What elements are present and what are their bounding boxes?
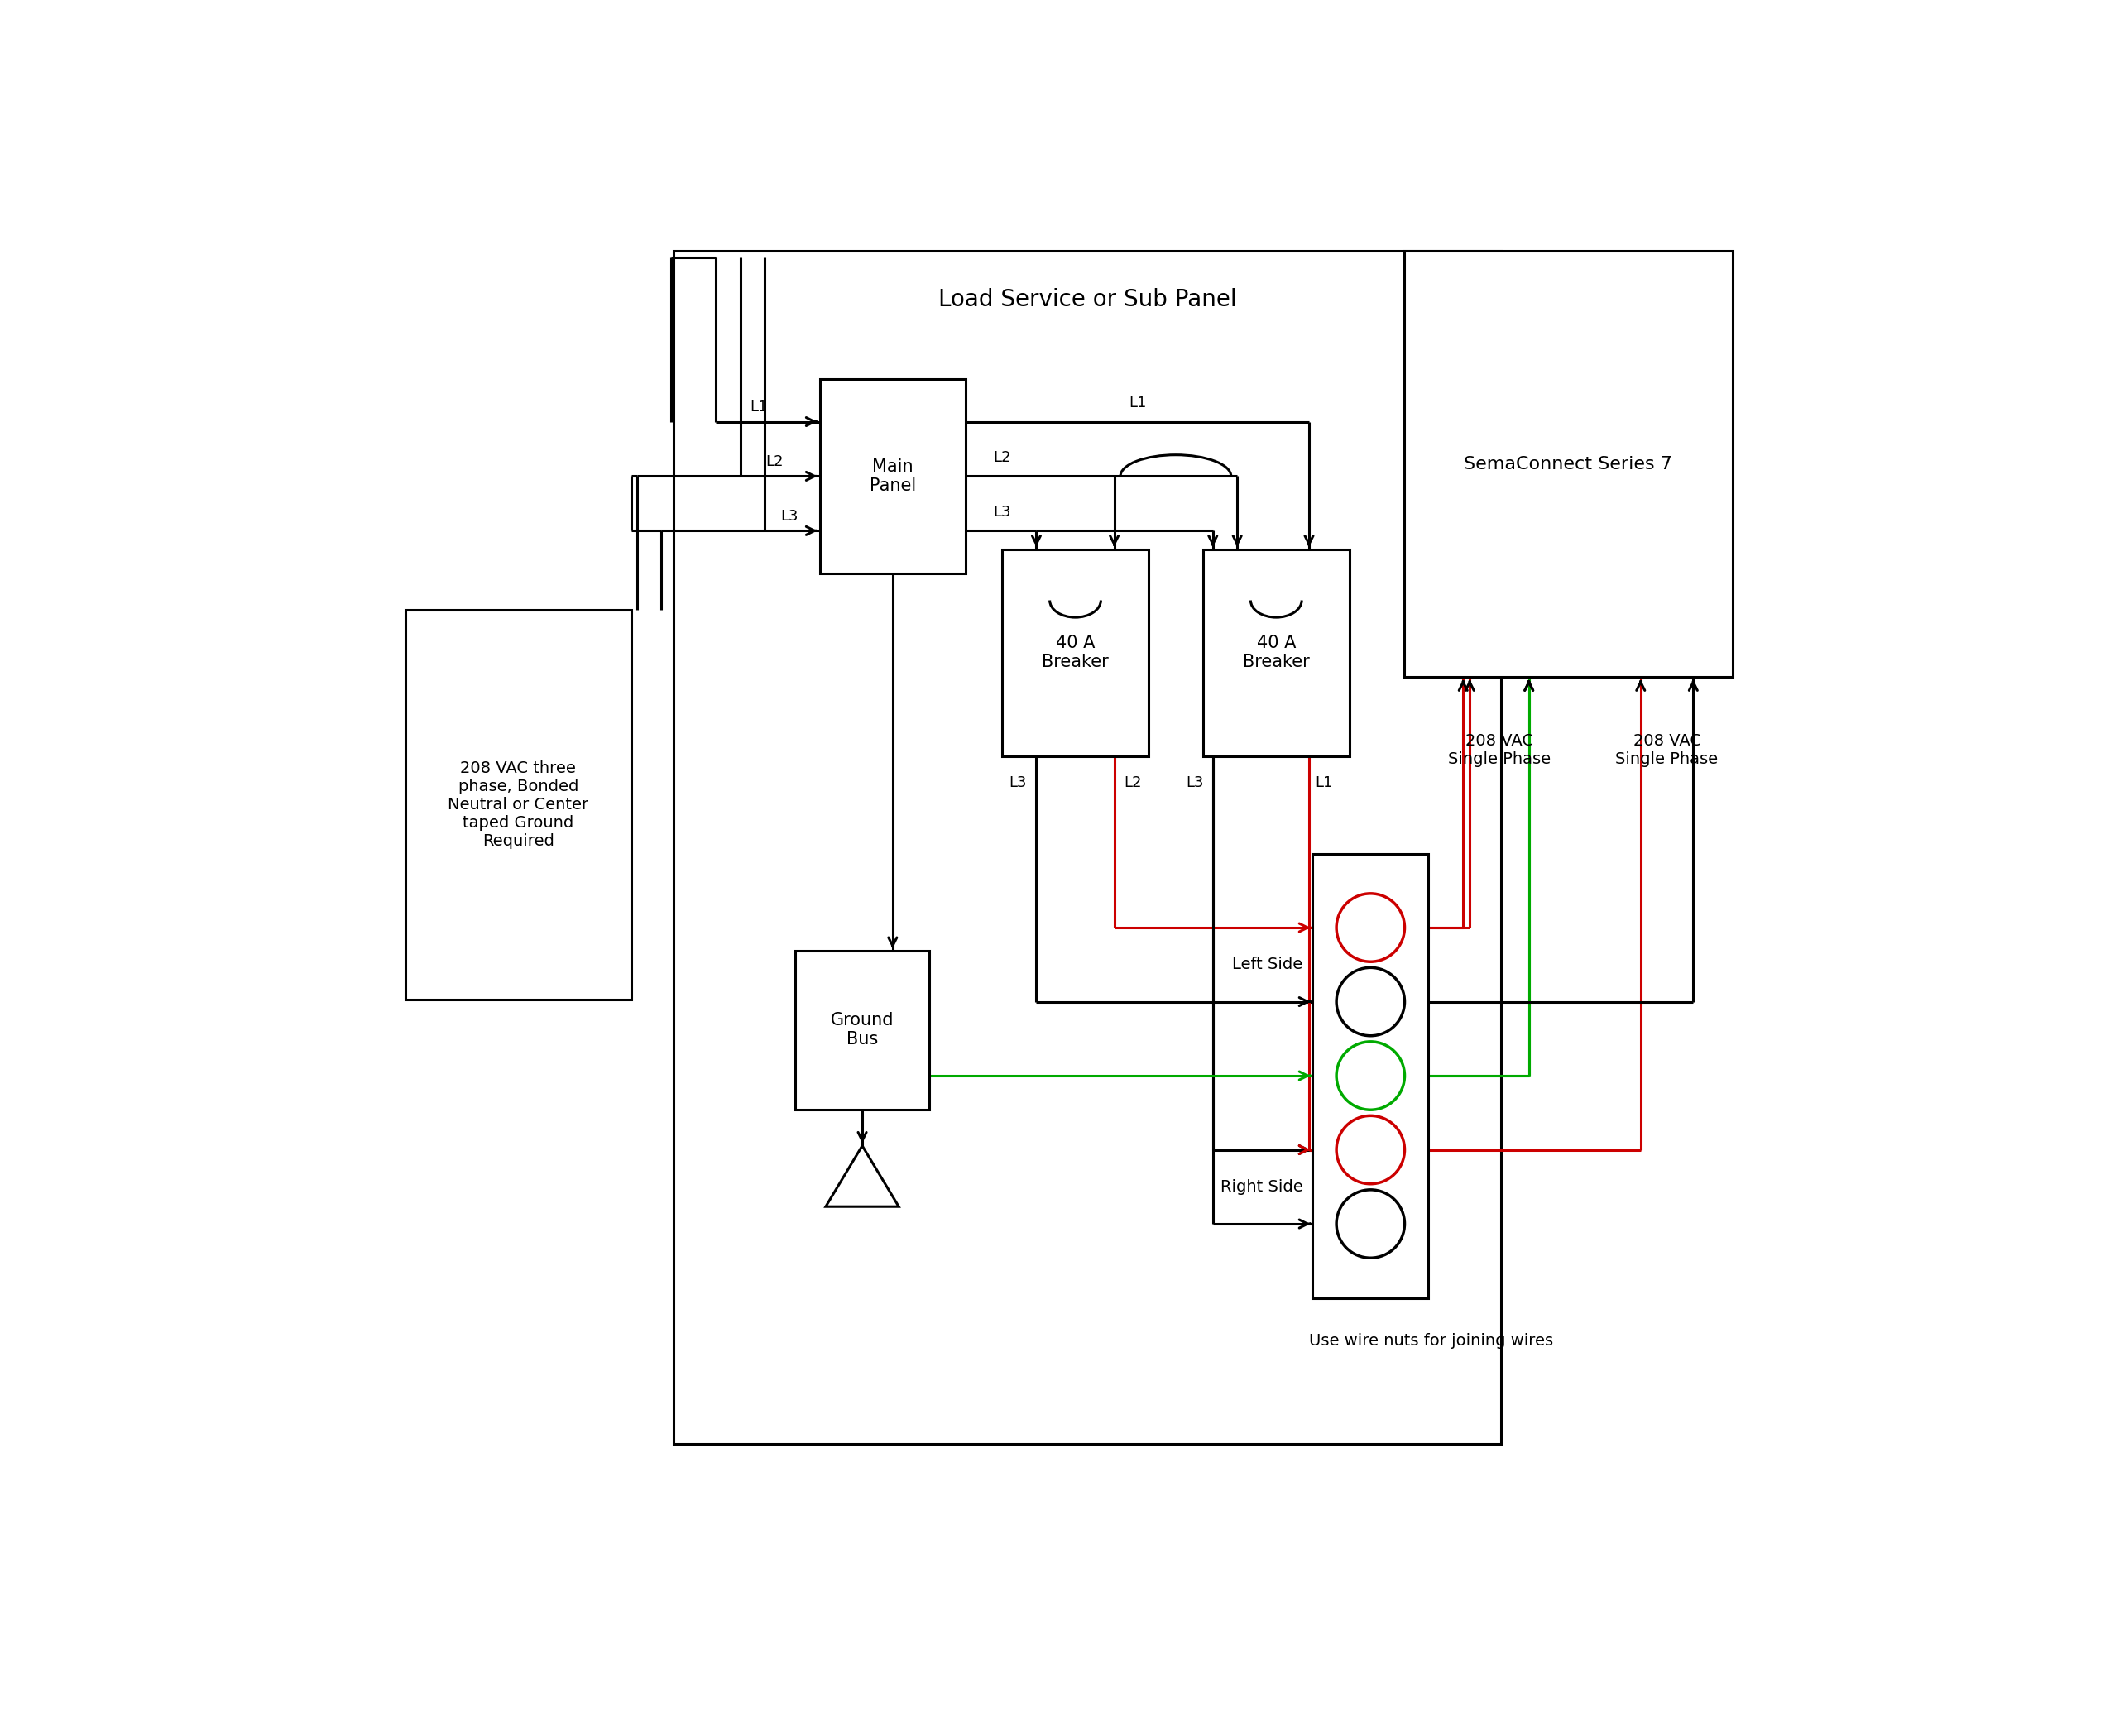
Text: L2: L2 xyxy=(766,455,783,469)
Bar xyxy=(673,252,1502,1444)
Bar xyxy=(1403,252,1732,677)
Bar xyxy=(1002,549,1148,757)
Text: L1: L1 xyxy=(749,399,768,415)
Text: Load Service or Sub Panel: Load Service or Sub Panel xyxy=(939,288,1236,311)
Text: 40 A
Breaker: 40 A Breaker xyxy=(1042,635,1108,670)
Text: 208 VAC
Single Phase: 208 VAC Single Phase xyxy=(1616,733,1718,767)
Bar xyxy=(1312,854,1428,1299)
Text: L3: L3 xyxy=(781,509,798,524)
Bar xyxy=(795,951,928,1109)
Text: 208 VAC three
phase, Bonded
Neutral or Center
taped Ground
Required: 208 VAC three phase, Bonded Neutral or C… xyxy=(447,760,589,849)
Text: L1: L1 xyxy=(1315,776,1334,790)
Text: Use wire nuts for joining wires: Use wire nuts for joining wires xyxy=(1310,1333,1553,1349)
Text: SemaConnect Series 7: SemaConnect Series 7 xyxy=(1464,457,1673,472)
Text: Ground
Bus: Ground Bus xyxy=(831,1012,895,1049)
Text: Main
Panel: Main Panel xyxy=(869,458,916,495)
Text: L2: L2 xyxy=(994,450,1011,465)
Text: L3: L3 xyxy=(1009,776,1028,790)
Text: Left Side: Left Side xyxy=(1232,957,1304,972)
Text: L3: L3 xyxy=(994,505,1011,519)
Text: L2: L2 xyxy=(1125,776,1142,790)
Text: L1: L1 xyxy=(1129,396,1146,411)
Bar xyxy=(405,609,631,1000)
Text: 40 A
Breaker: 40 A Breaker xyxy=(1243,635,1310,670)
Text: Right Side: Right Side xyxy=(1220,1179,1304,1194)
Text: L3: L3 xyxy=(1186,776,1203,790)
Bar xyxy=(1203,549,1348,757)
Text: 208 VAC
Single Phase: 208 VAC Single Phase xyxy=(1447,733,1551,767)
Bar xyxy=(819,378,966,573)
